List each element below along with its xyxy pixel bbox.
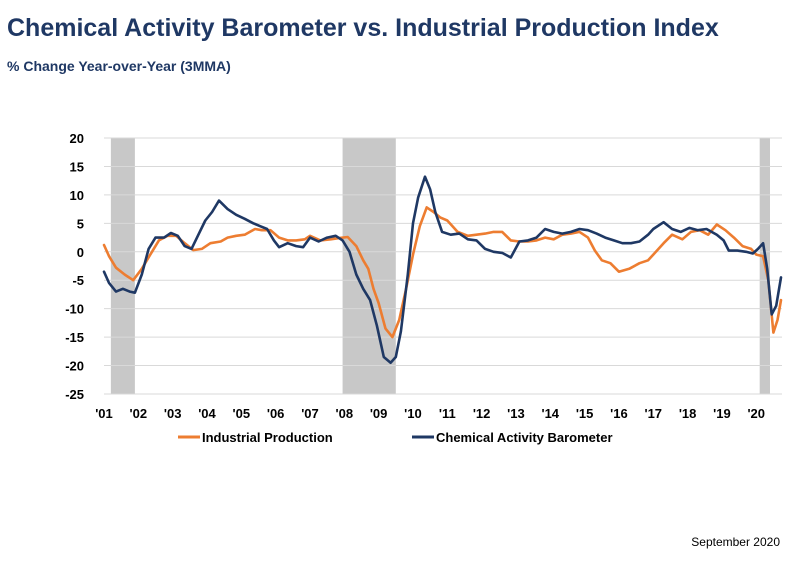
x-tick-label: '20	[747, 406, 765, 421]
chart-subtitle: % Change Year-over-Year (3MMA)	[7, 58, 231, 74]
series-lines	[102, 175, 783, 364]
x-tick-label: '11	[439, 406, 456, 421]
y-tick-label: 0	[77, 245, 84, 260]
x-tick-label: '09	[370, 406, 388, 421]
chart-title: Chemical Activity Barometer vs. Industri…	[7, 14, 719, 42]
y-tick-label: 5	[77, 216, 84, 231]
x-tick-label: '19	[713, 406, 731, 421]
legend-label: Chemical Activity Barometer	[436, 430, 613, 445]
legend-label: Industrial Production	[202, 430, 333, 445]
x-tick-label: '04	[198, 406, 216, 421]
recession-band-1	[342, 138, 396, 394]
x-tick-label: '10	[404, 406, 422, 421]
y-tick-label: 15	[70, 159, 84, 174]
x-tick-label: '14	[541, 406, 559, 421]
x-tick-label: '01	[95, 406, 113, 421]
x-tick-label: '02	[130, 406, 148, 421]
series-line-industrial-production	[102, 206, 783, 339]
x-tick-label: '17	[644, 406, 662, 421]
y-tick-label: -5	[72, 273, 84, 288]
x-tick-label: '03	[164, 406, 182, 421]
series-line-chemical-activity-barometer	[102, 175, 783, 364]
y-tick-label: -25	[65, 387, 84, 402]
x-axis-ticks: '01 '02 '03 '04 '05 '06 '07 '08 '09 '10 '11 '12 '13 '…	[95, 406, 765, 421]
y-tick-label: -15	[65, 330, 84, 345]
gridlines	[104, 137, 782, 395]
x-tick-label: '18	[679, 406, 697, 421]
y-tick-label: -20	[65, 359, 84, 374]
date-footnote: September 2020	[691, 535, 780, 549]
x-tick-label: '13	[507, 406, 525, 421]
y-tick-label: 20	[70, 131, 84, 146]
recession-bands	[110, 138, 770, 394]
x-tick-label: '08	[336, 406, 354, 421]
x-tick-label: '06	[267, 406, 285, 421]
x-tick-label: '12	[473, 406, 491, 421]
x-tick-label: '15	[576, 406, 594, 421]
legend: Industrial Production Chemical Activity B…	[178, 430, 613, 445]
x-tick-label: '07	[301, 406, 319, 421]
x-tick-label: '16	[610, 406, 628, 421]
y-axis-ticks: 20 15 10 5 0 -5 -10 -15 -20 -25	[65, 131, 84, 402]
x-tick-label: '05	[233, 406, 251, 421]
y-tick-label: -10	[65, 302, 84, 317]
y-tick-label: 10	[70, 188, 84, 203]
